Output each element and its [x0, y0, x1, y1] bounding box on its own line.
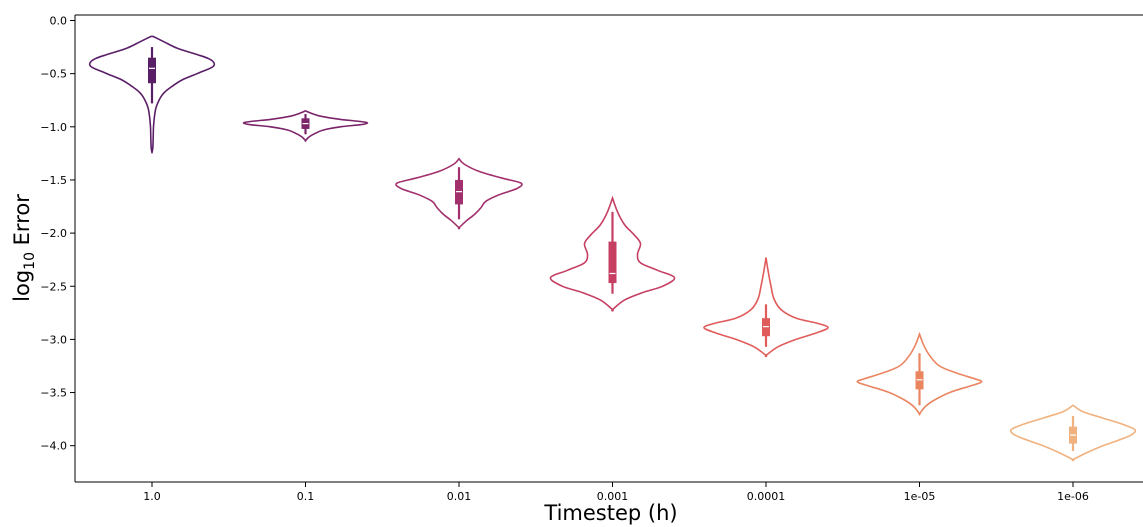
x-tick-label: 0.01: [447, 490, 472, 503]
violin-outline: [1009, 404, 1137, 462]
violin-outline: [549, 195, 676, 312]
violin-0.01: [395, 157, 523, 230]
y-tick-label: −0.5: [40, 68, 67, 81]
violin-iqr-box: [608, 241, 617, 284]
violins: [88, 35, 1137, 462]
y-tick-label: 0.0: [50, 15, 68, 28]
y-axis-label-rest: Error: [10, 194, 34, 252]
y-axis-label-base: log: [10, 270, 34, 302]
x-tick-label: 0.001: [597, 490, 629, 503]
violin-outline: [242, 110, 369, 142]
violin-0.001: [549, 195, 676, 312]
x-tick-label: 1e-06: [1057, 490, 1089, 503]
y-tick-label: −1.0: [40, 121, 67, 134]
y-tick-label: −4.0: [40, 440, 67, 453]
y-tick-label: −2.0: [40, 227, 67, 240]
x-axis-label: Timestep (h): [543, 501, 677, 525]
y-tick-label: −3.5: [40, 387, 67, 400]
violin-outline: [88, 35, 216, 154]
violin-1e-05: [856, 331, 983, 416]
y-tick-label: −1.5: [40, 174, 67, 187]
violin-1e-06: [1009, 404, 1137, 462]
violin-0.1: [242, 110, 369, 142]
y-axis-label: log10 Error: [10, 194, 38, 302]
violin-1.0: [88, 35, 216, 154]
x-ticks: 1.0 0.1 0.01 0.001 0.0001 1e-05 1e-06: [143, 482, 1089, 503]
y-axis-label-subscript: 10: [22, 252, 38, 270]
violin-outline: [395, 157, 523, 230]
x-tick-label: 1.0: [143, 490, 161, 503]
x-tick-label: 1e-05: [904, 490, 936, 503]
y-tick-label: −3.0: [40, 333, 67, 346]
x-tick-label: 0.0001: [747, 490, 786, 503]
violin-outline: [856, 331, 983, 416]
y-tick-label: −2.5: [40, 280, 67, 293]
violin-iqr-box: [148, 57, 156, 84]
plot-area: [74, 14, 1143, 483]
violin-outline: [703, 257, 829, 358]
y-ticks: 0.0 −0.5 −1.0 −1.5 −2.0 −2.5 −3.0 −3.5 −4.0: [40, 15, 75, 453]
violin-0.0001: [703, 257, 829, 358]
x-tick-label: 0.1: [297, 490, 315, 503]
